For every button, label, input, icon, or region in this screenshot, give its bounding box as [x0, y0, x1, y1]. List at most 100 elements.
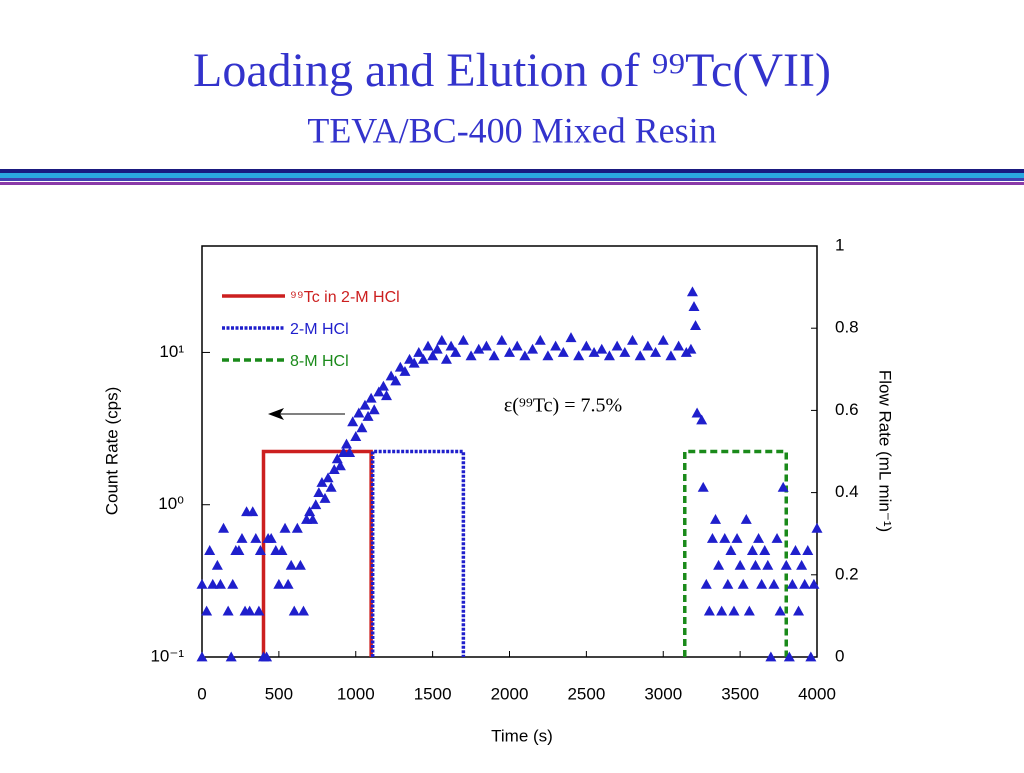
data-point: [310, 499, 322, 510]
rule-mid: [0, 178, 1024, 181]
y2-tick-label: 0.2: [835, 564, 859, 583]
data-point: [511, 340, 523, 351]
data-point: [805, 651, 817, 662]
data-point: [811, 522, 823, 533]
data-point: [611, 340, 623, 351]
data-point: [596, 343, 608, 354]
data-point: [359, 399, 371, 410]
data-point: [417, 353, 429, 364]
data-point: [341, 438, 353, 449]
data-point: [250, 533, 262, 543]
arrow-head: [268, 408, 284, 420]
x-tick-label: 3500: [721, 684, 759, 703]
y-axis-title: Count Rate (cps): [102, 387, 121, 516]
data-point: [304, 506, 316, 517]
data-point: [436, 334, 448, 345]
data-point: [710, 513, 722, 524]
data-point: [227, 578, 239, 589]
data-point: [765, 651, 777, 662]
data-point: [233, 545, 245, 555]
data-point: [753, 533, 765, 543]
data-point: [685, 343, 697, 354]
data-point: [413, 346, 425, 357]
data-point: [519, 350, 531, 361]
annotation: ε(⁹⁹Tc) = 7.5%: [504, 395, 622, 417]
y2-axis-title: Flow Rate (mL min⁻¹): [876, 370, 895, 532]
data-point: [768, 578, 780, 589]
data-point: [373, 386, 385, 397]
data-point: [347, 416, 359, 427]
slide-title: Loading and Elution of ⁹⁹Tc(VII): [193, 44, 831, 97]
data-point: [261, 651, 273, 662]
data-point: [394, 361, 406, 372]
data-point: [488, 350, 500, 361]
data-point: [786, 578, 798, 589]
x-axis-title: Time (s): [491, 726, 553, 745]
y-tick-label: 10⁻¹: [150, 646, 184, 665]
data-point: [697, 481, 709, 492]
y2-tick-label: 0.8: [835, 318, 859, 337]
flow-line: [370, 449, 466, 657]
data-point: [285, 559, 297, 570]
data-point: [634, 350, 646, 361]
data-point: [265, 533, 277, 543]
x-tick-label: 4000: [798, 684, 836, 703]
data-point: [703, 605, 715, 616]
data-point: [696, 414, 708, 425]
data-point: [789, 545, 801, 555]
data-point: [603, 350, 615, 361]
data-point: [408, 357, 420, 368]
data-point: [713, 559, 725, 570]
data-point: [783, 651, 795, 662]
data-point: [657, 334, 669, 345]
data-point: [390, 375, 402, 386]
data-point: [557, 346, 569, 357]
data-point: [427, 350, 439, 361]
header-rule: [0, 169, 1024, 185]
x-tick-label: 2500: [567, 684, 605, 703]
data-point: [680, 346, 692, 357]
data-point: [381, 390, 392, 401]
data-point: [542, 350, 554, 361]
flow-line: [683, 449, 788, 657]
rule-dark: [0, 169, 1024, 173]
data-point: [273, 578, 285, 589]
data-point: [244, 605, 256, 616]
data-point: [473, 343, 485, 354]
data-point: [385, 370, 397, 381]
data-point: [253, 605, 265, 616]
data-point: [480, 340, 492, 351]
y-tick-label: 10⁰: [158, 494, 184, 513]
data-point: [759, 545, 771, 555]
data-point: [762, 559, 774, 570]
data-point: [377, 380, 389, 391]
data-point: [743, 605, 755, 616]
legend-label: ⁹⁹Tc in 2-M HCl: [290, 289, 400, 306]
data-point: [565, 332, 577, 343]
data-point: [222, 605, 234, 616]
data-point: [771, 533, 783, 543]
data-point: [422, 340, 434, 351]
rule-light: [0, 173, 1024, 178]
y2-tick-label: 0: [835, 646, 844, 665]
data-point: [365, 392, 377, 403]
data-point: [777, 481, 789, 492]
data-point: [734, 559, 746, 570]
data-point: [440, 353, 452, 364]
data-point: [319, 492, 331, 503]
data-point: [799, 578, 811, 589]
data-point: [642, 340, 654, 351]
data-point: [750, 559, 761, 570]
x-tick-label: 0: [197, 684, 206, 703]
data-point: [196, 578, 208, 589]
data-point: [218, 522, 230, 533]
data-point: [686, 286, 698, 297]
data-point: [204, 545, 216, 555]
data-point: [328, 464, 340, 475]
y2-tick-label: 0.4: [835, 482, 859, 501]
data-point: [673, 340, 685, 351]
data-point: [214, 578, 226, 589]
data-point: [527, 343, 539, 354]
data-point: [196, 651, 208, 662]
data-point: [247, 506, 259, 517]
